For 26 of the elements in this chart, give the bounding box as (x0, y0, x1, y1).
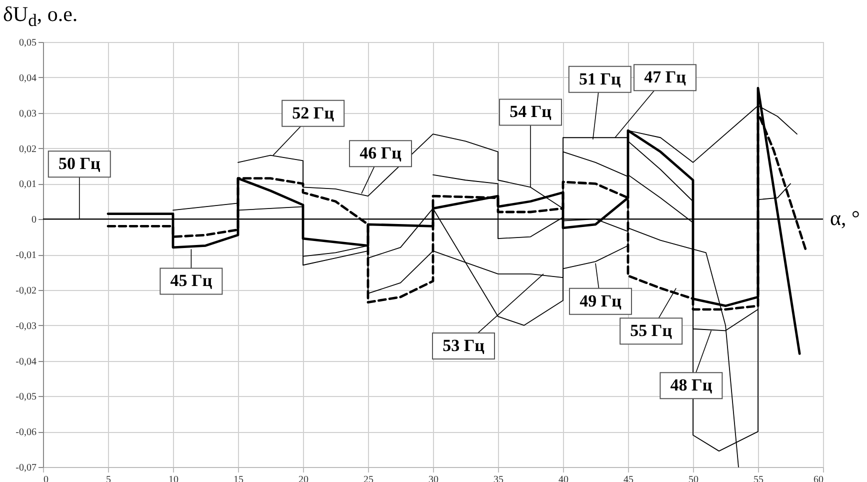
y-tick-label: 0 (32, 214, 36, 226)
annotation: 47 Гц (644, 68, 686, 87)
y-tick-label: -0,02 (16, 285, 36, 296)
annotation: 51 Гц (578, 69, 622, 88)
annotation: 53 Гц (442, 336, 485, 355)
annotation: 45 Гц (170, 271, 212, 290)
x-axis-title: α, ° (830, 206, 860, 231)
y-tick-label: -0,07 (16, 462, 36, 474)
y-tick-label: -0,04 (16, 356, 36, 368)
y-tick-label: -0,05 (16, 392, 36, 403)
y-tick-label: 0,03 (19, 108, 36, 120)
y-tick-label: 0,04 (19, 72, 36, 84)
y-tick-label: -0,06 (16, 427, 36, 438)
y-axis-title: δU$_{d}$, о.е. (3, 2, 78, 32)
annotation: 49 Гц (580, 291, 622, 310)
annotation: 46 Гц (360, 144, 402, 163)
annotation: 50 Гц (58, 154, 101, 174)
annotation: 54 Гц (510, 102, 552, 122)
y-tick-label: 0,02 (19, 144, 36, 155)
annotation: 55 Гц (630, 321, 672, 340)
y-tick-label: 0,01 (19, 179, 36, 190)
annotation: 48 Гц (670, 376, 712, 395)
y-tick-label: -0,01 (16, 250, 36, 261)
y-tick-label: -0,03 (16, 320, 36, 332)
y-tick-label: 0,05 (19, 38, 36, 48)
annotation: 52 Гц (292, 103, 334, 122)
